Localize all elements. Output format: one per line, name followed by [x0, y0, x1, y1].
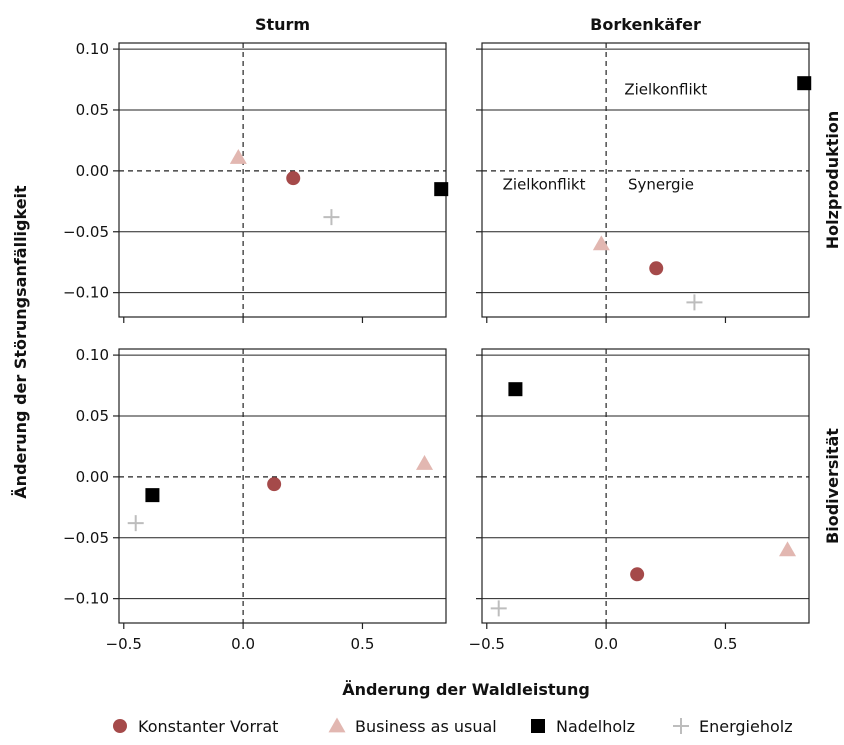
point-business-as-usual [592, 235, 610, 251]
point-energieholz [490, 600, 507, 617]
legend-label: Business as usual [355, 717, 497, 736]
panels-layer: 0.100.050.00−0.05−0.10ZielkonfliktZielko… [63, 40, 812, 653]
annotation-label: Zielkonflikt [503, 175, 586, 193]
annotation-label: Synergie [628, 175, 694, 193]
row-title-holzproduktion: Holzproduktion [823, 111, 842, 250]
y-tick-label: 0.05 [76, 101, 109, 119]
y-tick-label: 0.00 [76, 468, 109, 486]
legend-marker [673, 718, 689, 734]
point-energieholz [686, 294, 703, 311]
column-title-sturm: Sturm [255, 15, 310, 34]
point-nadelholz [434, 182, 449, 197]
y-tick-label: −0.05 [63, 529, 109, 547]
x-tick-label: −0.5 [106, 635, 142, 653]
point-energieholz [323, 209, 340, 226]
y-tick-label: 0.00 [76, 162, 109, 180]
legend-item-energieholz: Energieholz [673, 717, 793, 736]
x-axis-title: Änderung der Waldleistung [342, 680, 590, 699]
panel-frame [481, 42, 810, 318]
point-nadelholz [145, 488, 160, 503]
legend-marker [113, 719, 127, 733]
legend-item-konstanter-vorrat: Konstanter Vorrat [113, 717, 278, 736]
legend-label: Konstanter Vorrat [138, 717, 278, 736]
y-tick-label: 0.10 [76, 346, 109, 364]
column-title-borkenkaefer: Borkenkäfer [590, 15, 701, 34]
x-tick-label: 0.0 [594, 635, 618, 653]
point-energieholz [127, 515, 144, 532]
panel-sturm-holzproduktion: 0.10 0.05 0.00 −0.05 −0.10 [63, 40, 449, 323]
x-tick-label: 0.5 [351, 635, 375, 653]
panel-frame [481, 348, 810, 624]
legend-item-nadelholz: Nadelholz [531, 717, 635, 736]
panel-frame [118, 42, 447, 318]
y-tick-label: 0.05 [76, 407, 109, 425]
x-tick-label: 0.0 [231, 635, 255, 653]
x-tick-label: 0.5 [714, 635, 738, 653]
panel-sturm-biodiversitaet: 0.10 0.05 0.00 −0.05 −0.10 −0.5 0.0 0.5 [63, 346, 447, 653]
legend-label: Energieholz [699, 717, 793, 736]
point-business-as-usual [779, 541, 797, 557]
legend-marker [531, 719, 545, 733]
point-nadelholz [797, 76, 812, 91]
legend-marker [328, 717, 346, 733]
legend-item-business-as-usual: Business as usual [328, 717, 497, 736]
point-konstanter-vorrat [649, 261, 664, 276]
point-konstanter-vorrat [630, 567, 645, 582]
annotation-label: Zielkonflikt [624, 80, 707, 98]
panel-borkenkaefer-biodiversitaet: −0.5 0.0 0.5 [469, 348, 810, 653]
legend-label: Nadelholz [556, 717, 635, 736]
point-business-as-usual [229, 148, 247, 164]
legend: Konstanter Vorrat Business as usual Nadelh… [113, 717, 793, 736]
point-konstanter-vorrat [286, 171, 301, 186]
y-tick-label: −0.10 [63, 590, 109, 608]
x-tick-label: −0.5 [469, 635, 505, 653]
y-tick-label: −0.10 [63, 284, 109, 302]
y-tick-label: 0.10 [76, 40, 109, 58]
y-tick-label: −0.05 [63, 223, 109, 241]
panel-borkenkaefer-holzproduktion: Zielkonflikt Zielkonflikt Synergie [476, 42, 812, 323]
row-title-biodiversitaet: Biodiversität [823, 428, 842, 544]
y-axis-title: Änderung der Störungsanfälligkeit [11, 185, 30, 499]
point-nadelholz [508, 382, 523, 397]
panel-frame [118, 348, 447, 624]
point-business-as-usual [416, 454, 434, 470]
point-konstanter-vorrat [267, 477, 282, 492]
